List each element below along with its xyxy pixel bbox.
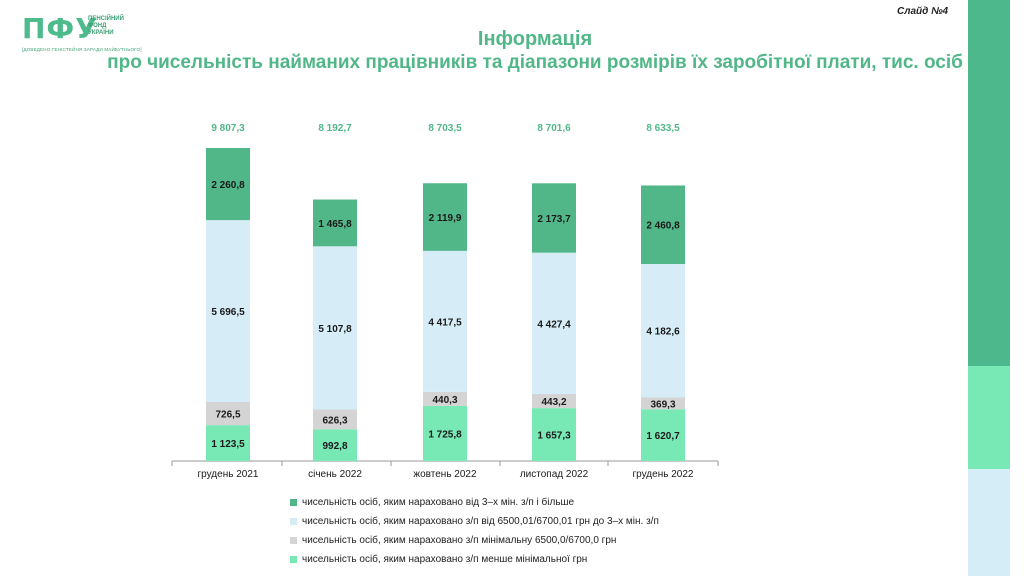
bar-segment-range-oct-2022	[423, 250, 467, 392]
legend-label: чисельність осіб, яким нараховано з/п ві…	[302, 516, 659, 527]
x-tick-label-dec-2022: грудень 2022	[633, 469, 694, 480]
data-label-above-3-min-dec-2021: 2 260,8	[211, 180, 245, 191]
bar-segment-below-minimum-oct-2022	[423, 405, 467, 461]
bar-segment-range-dec-2021	[206, 220, 250, 402]
data-label-below-minimum-nov-2022: 1 657,3	[537, 431, 571, 442]
bar-segment-minimum-dec-2022	[641, 397, 685, 410]
legend-label: чисельність осіб, яким нараховано з/п мі…	[302, 535, 617, 546]
legend-swatch	[290, 518, 297, 525]
bar-segment-minimum-oct-2022	[423, 391, 467, 406]
pfu-logo: ПФУ ПЕНСІЙНИЙ ФОНД УКРАЇНИ [ДОВЕДЕНО ГЕН…	[22, 14, 142, 56]
x-tick-label-nov-2022: листопад 2022	[520, 469, 589, 480]
legend-swatch	[290, 499, 297, 506]
data-label-above-3-min-dec-2022: 2 460,8	[646, 221, 680, 232]
data-label-range-oct-2022: 4 417,5	[428, 317, 462, 328]
logo-line: ПЕНСІЙНИЙ	[88, 16, 124, 22]
data-label-above-3-min-jan-2022: 1 465,8	[318, 219, 352, 230]
legend-swatch	[290, 556, 297, 563]
data-label-below-minimum-dec-2021: 1 123,5	[211, 439, 245, 450]
total-label-jan-2022: 8 192,7	[318, 123, 352, 134]
bar-segment-above-3-min-dec-2021	[206, 148, 250, 221]
bar-segment-below-minimum-jan-2022	[313, 429, 357, 461]
slide-number: Слайд №4	[897, 6, 949, 17]
data-label-range-jan-2022: 5 107,8	[318, 324, 352, 335]
data-label-minimum-jan-2022: 626,3	[322, 415, 347, 426]
logo-mark: ПФУ	[22, 12, 98, 45]
bar-segment-below-minimum-nov-2022	[532, 408, 576, 461]
total-label-oct-2022: 8 703,5	[428, 123, 462, 134]
bar-segment-above-3-min-nov-2022	[532, 183, 576, 253]
bar-segment-above-3-min-jan-2022	[313, 199, 357, 247]
data-label-above-3-min-nov-2022: 2 173,7	[537, 214, 571, 225]
data-label-minimum-nov-2022: 443,2	[541, 397, 566, 408]
total-label-dec-2022: 8 633,5	[646, 123, 680, 134]
logo-line: ФОНД	[88, 23, 107, 29]
legend-swatch	[290, 537, 297, 544]
data-label-below-minimum-oct-2022: 1 725,8	[428, 429, 462, 440]
x-tick-label-oct-2022: жовтень 2022	[413, 469, 477, 480]
legend-label: чисельність осіб, яким нараховано від 3–…	[302, 497, 575, 508]
bar-segment-below-minimum-dec-2021	[206, 425, 250, 461]
bar-segment-minimum-jan-2022	[313, 409, 357, 430]
stacked-bar-chart: 1 123,5 726,5 5 696,5 2 260,8 9 807,3 грудень…	[171, 123, 719, 480]
bar-segment-range-dec-2022	[641, 264, 685, 398]
bar-segment-minimum-dec-2021	[206, 401, 250, 426]
data-label-range-dec-2022: 4 182,6	[646, 327, 680, 338]
data-label-range-dec-2021: 5 696,5	[211, 307, 245, 318]
bar-segment-above-3-min-oct-2022	[423, 183, 467, 251]
page-subtitle: про чисельність найманих працівників та …	[107, 52, 963, 73]
data-label-below-minimum-jan-2022: 992,8	[322, 441, 347, 452]
side-band-mint	[968, 366, 1010, 469]
data-label-range-nov-2022: 4 427,4	[537, 319, 571, 330]
bar-segment-minimum-nov-2022	[532, 393, 576, 409]
side-band-dark	[968, 0, 1010, 366]
data-label-minimum-oct-2022: 440,3	[432, 395, 457, 406]
side-band-light	[968, 469, 1010, 576]
logo-line: УКРАЇНИ	[88, 30, 114, 36]
bar-segment-below-minimum-dec-2022	[641, 409, 685, 461]
data-label-minimum-dec-2022: 369,3	[650, 399, 675, 410]
x-tick-label-jan-2022: січень 2022	[308, 469, 362, 480]
bar-segment-range-jan-2022	[313, 246, 357, 410]
total-label-dec-2021: 9 807,3	[211, 123, 245, 134]
bar-segment-above-3-min-dec-2022	[641, 185, 685, 265]
x-tick-label-dec-2021: грудень 2021	[198, 469, 259, 480]
total-label-nov-2022: 8 701,6	[537, 123, 571, 134]
bar-segment-range-nov-2022	[532, 252, 576, 394]
logo-text: ПЕНСІЙНИЙ ФОНД УКРАЇНИ	[88, 16, 124, 37]
data-label-above-3-min-oct-2022: 2 119,9	[429, 213, 462, 224]
data-label-minimum-dec-2021: 726,5	[215, 410, 240, 421]
page-title: Інформація	[477, 28, 593, 50]
data-label-below-minimum-dec-2022: 1 620,7	[646, 431, 680, 442]
logo-subtitle: [ДОВЕДЕНО ГЕНІСТЕЙНЯ ЗАРАДИ МАЙБУТНЬОГО]	[22, 47, 142, 52]
legend-label: чисельність осіб, яким нараховано з/п ме…	[302, 554, 588, 565]
